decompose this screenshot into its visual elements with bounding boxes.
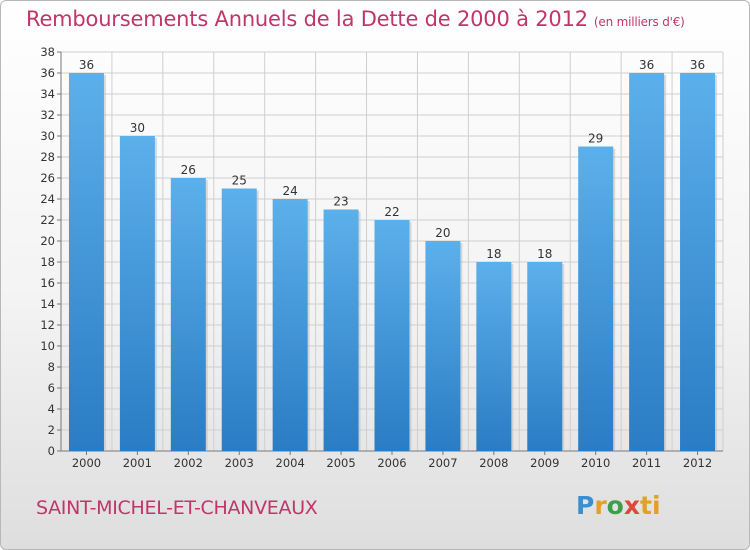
x-tick-label-2010: 2010 <box>581 456 610 470</box>
x-tick-label-2003: 2003 <box>225 456 254 470</box>
x-tick-label-2000: 2000 <box>72 456 101 470</box>
bar-2003 <box>221 188 257 451</box>
y-tick-label: 8 <box>48 360 55 374</box>
y-tick-label: 14 <box>40 297 55 311</box>
data-label-2009: 18 <box>537 247 552 261</box>
data-label-2004: 24 <box>283 184 298 198</box>
x-tick-label-2004: 2004 <box>276 456 305 470</box>
y-tick-label: 28 <box>40 150 55 164</box>
data-label-2003: 25 <box>232 174 247 188</box>
data-label-2008: 18 <box>486 247 501 261</box>
bar-2009 <box>527 262 563 451</box>
bars <box>68 73 718 451</box>
bar-2005 <box>323 209 359 451</box>
bar-2008 <box>476 262 512 451</box>
y-tick-label: 20 <box>40 234 55 248</box>
data-label-2012: 36 <box>690 58 705 72</box>
y-tick-label: 10 <box>40 339 55 353</box>
y-tick-label: 24 <box>40 192 55 206</box>
chart-title: Remboursements Annuels de la Dette de 20… <box>26 7 685 31</box>
bar-2012 <box>680 73 716 451</box>
data-label-2002: 26 <box>181 163 196 177</box>
data-label-2011: 36 <box>639 58 654 72</box>
town-name: SAINT-MICHEL-ET-CHANVEAUX <box>36 497 318 519</box>
bar-2007 <box>425 241 461 451</box>
y-tick-label: 36 <box>40 66 55 80</box>
y-tick-label: 0 <box>48 444 55 458</box>
x-tick-label-2009: 2009 <box>530 456 559 470</box>
chart-title-text: Remboursements Annuels de la Dette de 20… <box>26 7 588 31</box>
data-label-2005: 23 <box>333 195 348 209</box>
x-tick-label-2012: 2012 <box>683 456 712 470</box>
x-tick-label-2011: 2011 <box>632 456 661 470</box>
bar-2006 <box>374 220 410 451</box>
labels: 36 2000 30 2001 26 2002 25 2003 24 2004 23 2005 22 20… <box>72 58 712 470</box>
proxiti-logo: Proxti <box>576 491 661 520</box>
bar-2001 <box>119 136 155 451</box>
x-tick-label-2002: 2002 <box>174 456 203 470</box>
y-tick-label: 34 <box>40 87 55 101</box>
y-tick-label: 30 <box>40 129 55 143</box>
y-tick-label: 6 <box>48 381 55 395</box>
y-tick-label: 16 <box>40 276 55 290</box>
y-tick-label: 32 <box>40 108 55 122</box>
data-label-2001: 30 <box>130 121 145 135</box>
x-tick-label-2005: 2005 <box>326 456 355 470</box>
y-tick-label: 12 <box>40 318 55 332</box>
x-tick-label-2001: 2001 <box>123 456 152 470</box>
bar-2011 <box>629 73 665 451</box>
y-tick-label: 38 <box>40 45 55 59</box>
y-tick-label: 18 <box>40 255 55 269</box>
x-tick-label-2006: 2006 <box>377 456 406 470</box>
bar-2002 <box>170 178 206 451</box>
y-tick-label: 26 <box>40 171 55 185</box>
chart-subtitle: (en milliers d'€) <box>593 15 685 29</box>
y-tick-label: 2 <box>48 423 55 437</box>
data-label-2010: 29 <box>588 132 603 146</box>
bar-2004 <box>272 199 308 451</box>
x-tick-label-2007: 2007 <box>428 456 457 470</box>
data-label-2007: 20 <box>435 226 450 240</box>
data-label-2006: 22 <box>384 205 399 219</box>
y-tick-label: 22 <box>40 213 55 227</box>
x-tick-label-2008: 2008 <box>479 456 508 470</box>
bar-2000 <box>68 73 104 451</box>
y-tick-label: 4 <box>48 402 55 416</box>
data-label-2000: 36 <box>79 58 94 72</box>
bar-2010 <box>578 146 614 451</box>
